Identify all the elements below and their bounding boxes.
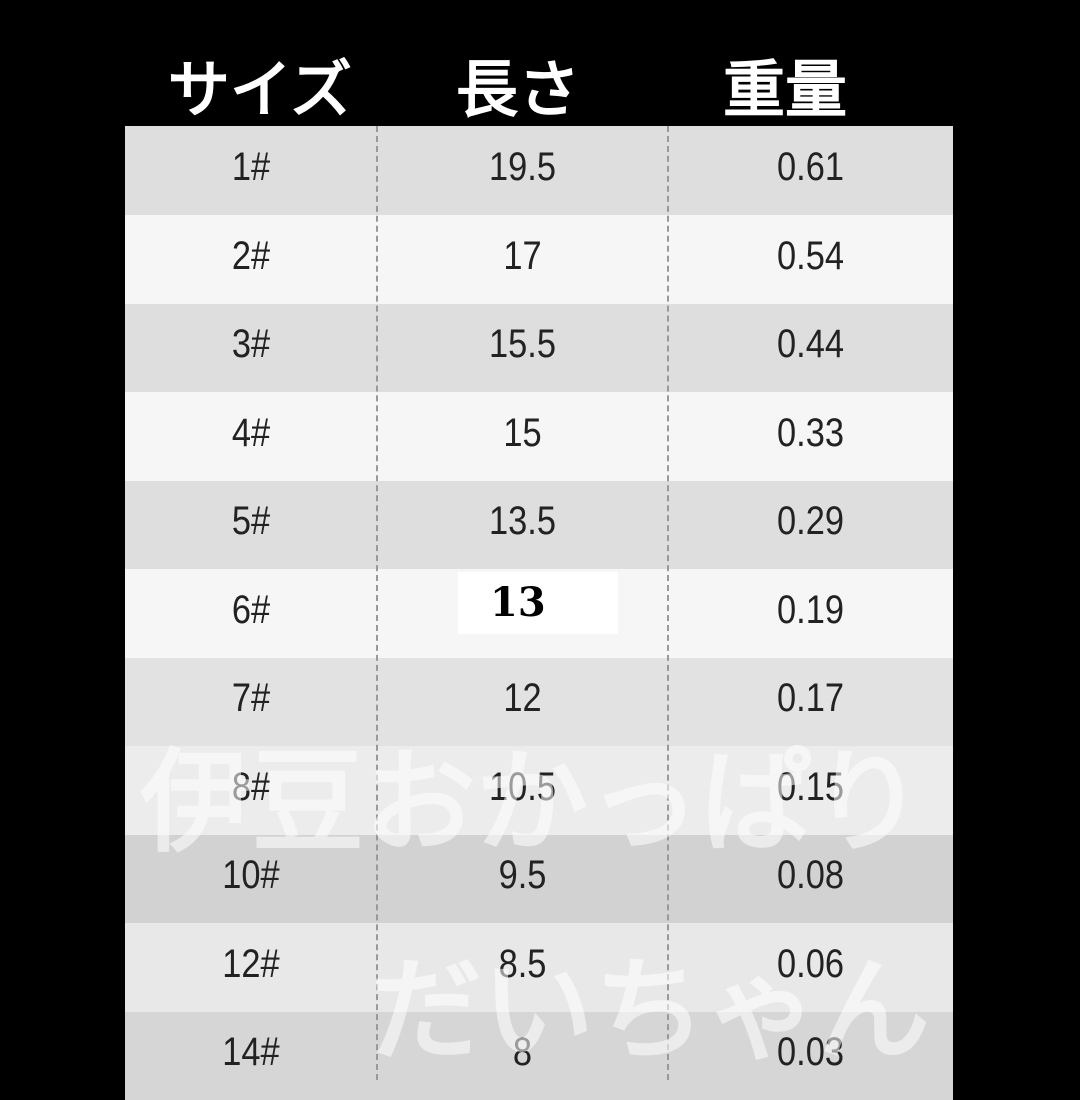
table-row: 7# 12 0.17	[125, 657, 953, 746]
cell-weight: 0.06	[777, 941, 844, 986]
table-row: 5# 13.5 0.29	[125, 480, 953, 569]
cell-size: 8#	[231, 764, 271, 809]
cell-length: 19.5	[489, 145, 556, 189]
highlighted-length: 13	[458, 572, 618, 634]
cell-weight: 0.33	[777, 410, 844, 455]
table-row: 2# 17 0.54	[125, 214, 953, 304]
cell-weight: 0.19	[777, 587, 844, 632]
table-row: 10# 9.5 0.08	[125, 834, 953, 923]
cell-size: 3#	[231, 322, 271, 366]
cell-weight: 0.15	[777, 764, 844, 809]
column-divider	[376, 126, 378, 1080]
size-table: 14# 8 0.03 12# 8.5 0.06 10# 9.5 0.08 8# 10.5 0.15 7#…	[125, 126, 953, 1100]
cell-size: 14#	[222, 1030, 280, 1074]
table-row: 14# 8 0.03	[125, 1011, 953, 1100]
cell-weight: 0.44	[777, 322, 844, 366]
cell-length: 17	[503, 233, 542, 278]
cell-size: 2#	[231, 233, 271, 278]
cell-length: 8	[512, 1030, 533, 1074]
cell-size: 1#	[231, 145, 271, 189]
cell-weight: 0.29	[777, 499, 844, 543]
cell-length: 15	[503, 410, 542, 455]
cell-weight: 0.03	[777, 1030, 844, 1074]
cell-weight: 0.54	[777, 233, 844, 278]
table-row: 3# 15.5 0.44	[125, 303, 953, 392]
cell-size: 10#	[222, 853, 280, 897]
cell-size: 12#	[222, 941, 280, 986]
header-size: サイズ	[167, 53, 353, 126]
cell-weight: 0.17	[777, 676, 844, 720]
cell-size: 6#	[231, 587, 271, 632]
table-row: 1# 19.5 0.61	[125, 126, 953, 215]
cell-length: 8.5	[498, 941, 547, 986]
header-length: 長さ	[455, 53, 580, 126]
cell-length: 15.5	[489, 322, 556, 366]
cell-weight: 0.61	[777, 145, 844, 189]
cell-size: 4#	[231, 410, 271, 455]
cell-length: 10.5	[489, 764, 556, 809]
table-row: 8# 10.5 0.15	[125, 745, 953, 835]
table-row: 4# 15 0.33	[125, 391, 953, 481]
column-divider	[667, 126, 669, 1080]
cell-weight: 0.08	[777, 853, 844, 897]
cell-length: 13.5	[489, 499, 556, 543]
cell-length: 12	[503, 676, 542, 720]
table-row: 12# 8.5 0.06	[125, 922, 953, 1012]
cell-size: 7#	[231, 676, 271, 720]
cell-size: 5#	[231, 499, 271, 543]
cell-length: 9.5	[498, 853, 547, 897]
header-weight: 重量	[722, 53, 847, 126]
